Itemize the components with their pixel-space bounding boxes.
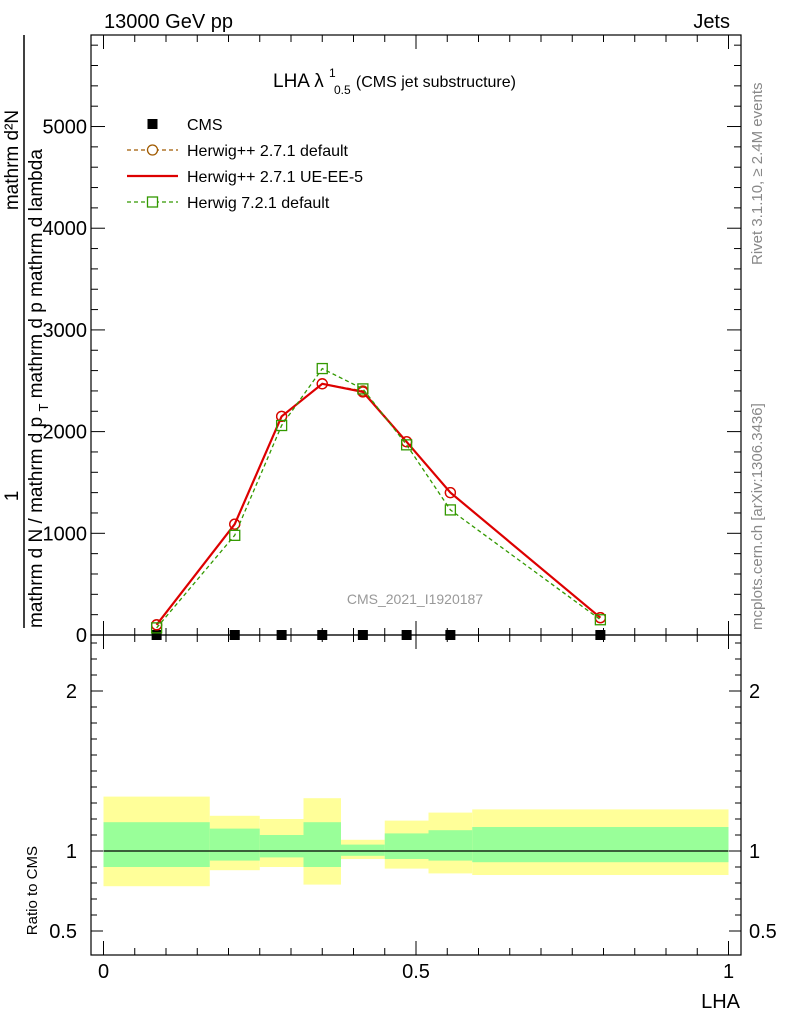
ratio-band-inner-0: [103, 822, 210, 867]
legend-marker-3: [146, 196, 159, 208]
series-3-marker-7: [594, 614, 607, 626]
ylabel-prefix: 1: [2, 491, 23, 502]
series-3-marker-0: [150, 622, 163, 634]
ratio-frame: [90, 634, 742, 956]
main-ytick-label-3: 3000: [43, 320, 88, 342]
legend-marker-cms: [147, 119, 158, 129]
x-axis-label: LHA: [701, 991, 741, 1013]
main-ytick-label-0: 0: [76, 625, 87, 647]
xtick-label-0: 0: [98, 961, 109, 983]
legend-label-0: CMS: [187, 117, 223, 134]
series-3-marker-4: [357, 383, 369, 395]
plot-title: LHA λ 1 0.5 (CMS jet substructure): [273, 61, 516, 99]
series-3-marker-2: [275, 419, 288, 432]
main-ytick-label-2: 2000: [43, 422, 88, 444]
xtick-label-2: 1: [723, 961, 734, 983]
series-3-marker-3: [316, 362, 328, 375]
series-2-marker-0: [150, 619, 163, 631]
main-ytick-label-5: 5000: [43, 117, 88, 139]
main-plot-panel: 0 1000 2000 3000 4000 5000 CMS Herwig++ 2.7.1 d…: [43, 34, 742, 647]
ratio-ytick-label-left-1: 1: [66, 841, 77, 863]
ratio-band-inner-2: [259, 835, 304, 858]
series-3-marker-1: [229, 529, 241, 541]
ylabel-denominator-rest: mathrm d p mathrm d lambda: [26, 149, 47, 399]
ratio-ytick-label-right-2: 2: [749, 681, 760, 703]
series-2-marker-2: [275, 410, 288, 423]
analysis-watermark: CMS_2021_I1920187: [347, 591, 483, 607]
legend-label-3: Herwig 7.2.1 default: [187, 195, 330, 212]
ratio-plot-panel: 0.5 0.5 1 1 2 2 0 0.5 1: [49, 634, 777, 983]
legend-label-2: Herwig++ 2.7.1 UE-EE-5: [187, 169, 363, 186]
ylabel-numerator: mathrm d²N: [2, 110, 23, 210]
ylabel-denominator: mathrm d N / mathrm d p T mathrm d p mat…: [26, 149, 53, 628]
plot-title-sup: 1: [329, 66, 336, 80]
header-left: 13000 GeV pp: [104, 11, 233, 33]
ratio-ytick-label-right-0: 0.5: [749, 921, 777, 943]
ratio-ytick-label-left-2: 2: [66, 681, 77, 703]
main-ytick-label-4: 4000: [43, 218, 88, 240]
ratio-ytick-label-right-1: 1: [749, 841, 760, 863]
ratio-band-inner-3: [303, 822, 341, 867]
ratio-band-inner-5: [384, 833, 429, 859]
ratio-band-inner-6: [428, 830, 473, 861]
y-axis-label-ratio: Ratio to CMS: [24, 846, 41, 935]
ylabel-denominator-sub: T: [36, 404, 51, 412]
series-line-3: [156, 367, 601, 629]
plot-title-main: LHA λ: [273, 71, 324, 92]
ratio-ytick-label-left-0: 0.5: [49, 921, 77, 943]
y-axis-label-main: 1 mathrm d²N mathrm d N / mathrm d p T m…: [2, 35, 53, 628]
legend-label-1: Herwig++ 2.7.1 default: [187, 143, 349, 160]
plot-title-suffix: (CMS jet substructure): [356, 74, 516, 91]
ylabel-denominator-main: mathrm d N / mathrm d p: [26, 417, 47, 628]
header-right: Jets: [693, 11, 730, 33]
xtick-label-1: 0.5: [402, 961, 430, 983]
series-line-2: [155, 382, 602, 626]
ratio-band-inner-4: [341, 844, 385, 856]
series-3-marker-5: [400, 439, 413, 451]
mcplots-label: mcplots.cern.ch [arXiv:1306.3436]: [749, 403, 766, 630]
ratio-band-inner-1: [209, 828, 260, 861]
rivet-label: Rivet 3.1.10, ≥ 2.4M events: [749, 83, 766, 266]
ratio-band-inner-7: [472, 827, 729, 863]
series-2-marker-3: [316, 378, 328, 390]
series-line-1: [156, 383, 601, 626]
legend-marker-1: [146, 144, 159, 156]
plot-title-sub: 0.5: [334, 83, 351, 97]
series-3-marker-6: [444, 504, 457, 516]
main-ytick-label-1: 1000: [43, 523, 88, 545]
series-2-marker-6: [444, 486, 457, 499]
